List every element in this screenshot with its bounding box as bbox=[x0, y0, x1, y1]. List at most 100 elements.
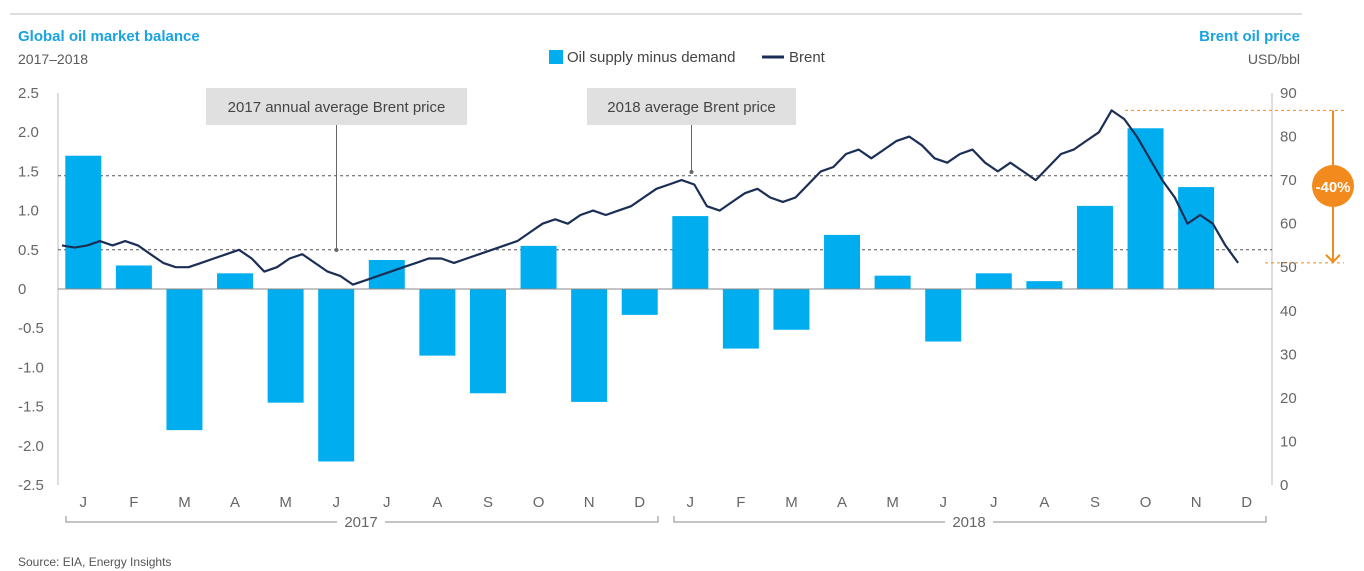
drop-badge-label: -40% bbox=[1315, 179, 1350, 196]
bar bbox=[1076, 205, 1113, 289]
bar bbox=[1178, 187, 1215, 289]
left-tick-label: -0.5 bbox=[18, 320, 44, 337]
annotation-2018-label: 2018 average Brent price bbox=[607, 99, 775, 116]
x-tick-label: M bbox=[178, 494, 191, 511]
left-tick-label: 1.0 bbox=[18, 203, 39, 220]
x-tick-label: S bbox=[483, 494, 493, 511]
annotation-2017-box bbox=[206, 88, 467, 125]
left-tick-label: 1.5 bbox=[18, 163, 39, 180]
bar bbox=[217, 273, 254, 289]
left-tick-label: -2.5 bbox=[18, 477, 44, 494]
annotation-2017: 2017 annual average Brent price bbox=[206, 88, 467, 252]
right-subtitle: USD/bbl bbox=[1248, 51, 1300, 67]
bar bbox=[469, 289, 506, 394]
bar bbox=[65, 155, 102, 289]
year-label-bg-2018 bbox=[945, 512, 993, 532]
year-label-2017: 2017 bbox=[344, 514, 377, 531]
drop-badge bbox=[1312, 165, 1354, 207]
bars bbox=[65, 128, 1215, 462]
legend-line-label: Brent bbox=[789, 49, 826, 66]
x-tick-label: N bbox=[584, 494, 595, 511]
left-subtitle: 2017–2018 bbox=[18, 51, 88, 67]
x-tick-label: A bbox=[230, 494, 240, 511]
x-tick-label: D bbox=[1241, 494, 1252, 511]
right-tick-label: 50 bbox=[1280, 259, 1297, 276]
left-tick-label: 2.5 bbox=[18, 85, 39, 102]
bar bbox=[773, 289, 810, 330]
bar bbox=[419, 289, 456, 356]
right-tick-label: 0 bbox=[1280, 477, 1288, 494]
legend-bars-label: Oil supply minus demand bbox=[567, 49, 735, 66]
left-tick-label: -2.0 bbox=[18, 438, 44, 455]
bar bbox=[368, 259, 405, 289]
x-tick-label: A bbox=[837, 494, 847, 511]
left-tick-label: 0 bbox=[18, 281, 26, 298]
source-note: Source: EIA, Energy Insights bbox=[18, 555, 171, 569]
left-tick-label: 2.0 bbox=[18, 124, 39, 141]
bar bbox=[925, 289, 962, 342]
bar bbox=[722, 289, 759, 349]
left-tick-label: -1.5 bbox=[18, 399, 44, 416]
annotation-2018: 2018 average Brent price bbox=[587, 88, 796, 174]
x-tick-label: J bbox=[687, 494, 695, 511]
x-tick-label: A bbox=[1039, 494, 1049, 511]
x-tick-label: F bbox=[129, 494, 138, 511]
bar bbox=[621, 289, 658, 315]
bar bbox=[824, 234, 861, 289]
right-tick-label: 30 bbox=[1280, 346, 1297, 363]
bar bbox=[520, 245, 557, 289]
x-tick-label: O bbox=[1140, 494, 1152, 511]
x-tick-label: N bbox=[1191, 494, 1202, 511]
annotation-2018-dot bbox=[689, 170, 694, 174]
x-tick-label: A bbox=[432, 494, 442, 511]
x-tick-label: M bbox=[279, 494, 292, 511]
drop-arrowhead bbox=[1325, 254, 1341, 264]
right-tick-label: 20 bbox=[1280, 390, 1297, 407]
x-tick-label: S bbox=[1090, 494, 1100, 511]
bar bbox=[267, 289, 304, 403]
right-tick-label: 40 bbox=[1280, 303, 1297, 320]
left-title: Global oil market balance bbox=[18, 28, 200, 45]
right-tick-label: 90 bbox=[1280, 85, 1297, 102]
bar bbox=[1026, 281, 1063, 289]
right-tick-label: 80 bbox=[1280, 129, 1297, 146]
x-tick-label: J bbox=[332, 494, 340, 511]
annotation-2018-box bbox=[587, 88, 796, 125]
left-axis-ticks: 2.5 2.0 1.5 1.0 0.5 0 -0.5 -1.0 -1.5 -2.0 -2.5 bbox=[18, 85, 44, 494]
left-tick-label: -1.0 bbox=[18, 359, 44, 376]
x-tick-label: M bbox=[886, 494, 899, 511]
drop-annotation: -40% bbox=[1125, 109, 1354, 264]
bar bbox=[672, 216, 709, 289]
x-tick-label: F bbox=[736, 494, 745, 511]
right-tick-label: 60 bbox=[1280, 216, 1297, 233]
right-title: Brent oil price bbox=[1199, 28, 1300, 45]
bar bbox=[166, 289, 203, 431]
bar bbox=[115, 265, 152, 289]
year-brackets: 2017 2018 bbox=[65, 512, 1267, 532]
x-tick-label: D bbox=[634, 494, 645, 511]
bar bbox=[571, 289, 608, 402]
bar bbox=[975, 273, 1012, 289]
bar bbox=[1127, 128, 1164, 289]
legend-bars-swatch bbox=[549, 50, 563, 64]
year-label-bg-2017 bbox=[337, 512, 385, 532]
year-label-2018: 2018 bbox=[952, 514, 985, 531]
x-tick-label: O bbox=[533, 494, 545, 511]
right-tick-label: 10 bbox=[1280, 433, 1297, 450]
annotation-2017-dot bbox=[334, 248, 339, 252]
bar bbox=[318, 289, 355, 462]
x-tick-label: J bbox=[80, 494, 88, 511]
x-tick-label: J bbox=[939, 494, 947, 511]
x-tick-label: J bbox=[990, 494, 998, 511]
right-tick-label: 70 bbox=[1280, 172, 1297, 189]
annotation-2017-label: 2017 annual average Brent price bbox=[228, 99, 446, 116]
left-tick-label: 0.5 bbox=[18, 242, 39, 259]
brent-line bbox=[61, 109, 1239, 286]
right-axis-ticks: 90 80 70 60 50 40 30 20 10 0 bbox=[1280, 85, 1297, 494]
x-tick-label: J bbox=[383, 494, 391, 511]
x-tick-label: M bbox=[785, 494, 798, 511]
legend: Oil supply minus demand Brent bbox=[549, 49, 826, 66]
bar bbox=[874, 275, 911, 289]
